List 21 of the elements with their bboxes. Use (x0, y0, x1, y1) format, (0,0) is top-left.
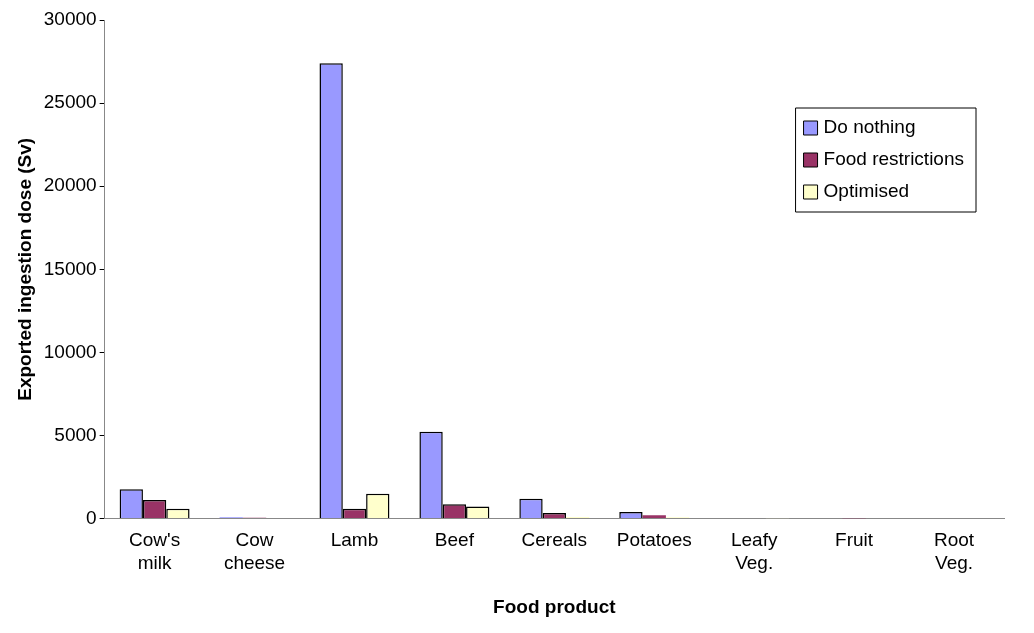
y-tick-label: 5000 (54, 423, 97, 445)
x-tick-label: Cow cheese (223, 529, 286, 574)
x-tick-label: Root Veg. (933, 529, 975, 574)
x-tick-label: Lamb (330, 529, 379, 551)
y-tick-label: 0 (86, 506, 97, 528)
legend-label: Do nothing (823, 116, 916, 138)
y-tick-label: 25000 (43, 91, 97, 113)
y-tick-label: 15000 (43, 257, 97, 279)
legend-label: Optimised (823, 180, 910, 202)
y-tick-label: 10000 (43, 340, 97, 362)
x-tick-label: Fruit (835, 529, 874, 551)
y-tick-label: 30000 (43, 8, 97, 30)
x-tick-label: Potatoes (616, 529, 692, 551)
x-tick-label: Cow's milk (129, 529, 181, 574)
x-tick-label: Beef (434, 529, 475, 551)
x-tick-label: Cereals (521, 529, 588, 551)
y-axis-title: Exported ingestion dose (Sv) (13, 137, 35, 401)
y-tick-label: 20000 (43, 174, 97, 196)
x-tick-label: Leafy Veg. (730, 529, 778, 574)
legend-label: Food restrictions (823, 148, 965, 170)
x-axis-title: Food product (493, 595, 617, 617)
